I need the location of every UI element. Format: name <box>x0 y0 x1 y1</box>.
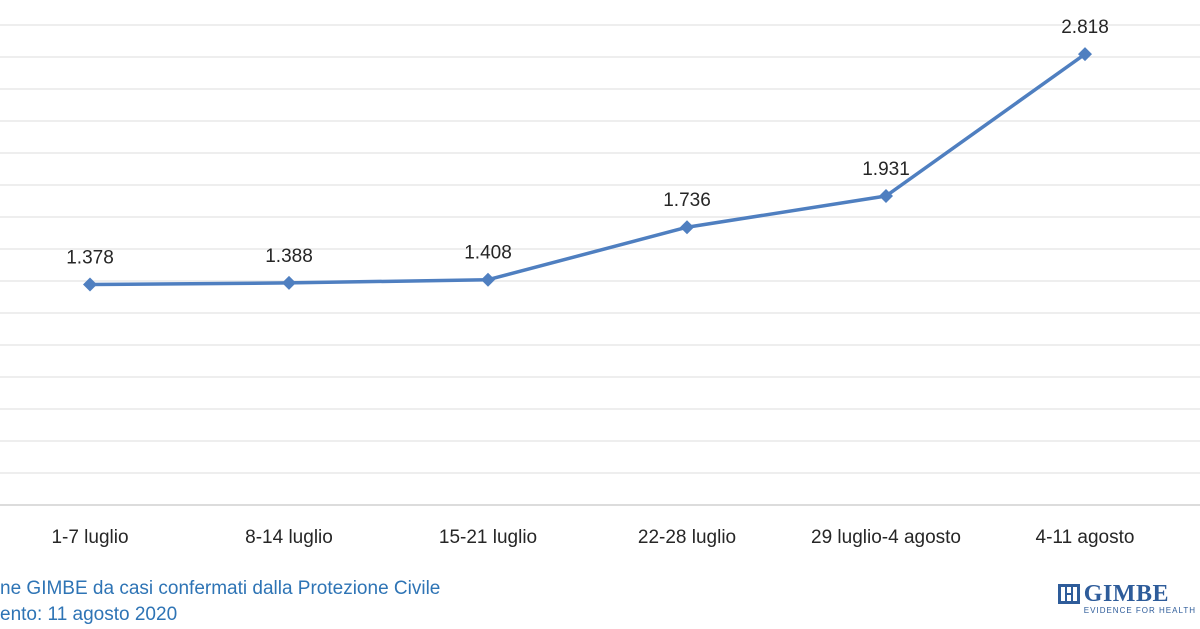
line-chart: 1-7 luglio 8-14 luglio 15-21 luglio 22-28 l… <box>0 17 1200 548</box>
x-tick-label: 4-11 agosto <box>1036 527 1135 548</box>
data-label: 2.818 <box>1061 17 1109 38</box>
series-layer <box>83 47 1092 292</box>
source-note: ne GIMBE da casi confermati dalla Protez… <box>0 578 441 599</box>
data-point <box>282 275 296 290</box>
data-point <box>481 272 495 287</box>
data-label: 1.408 <box>464 243 512 264</box>
data-point <box>83 277 97 292</box>
data-label: 1.388 <box>265 246 313 267</box>
data-label: 1.736 <box>663 190 711 211</box>
series-line <box>89 52 1087 287</box>
data-point <box>879 189 893 204</box>
x-axis: 1-7 luglio 8-14 luglio 15-21 luglio 22-28 l… <box>0 504 1200 548</box>
x-tick-label: 29 luglio-4 agosto <box>811 527 961 548</box>
data-labels: 1.378 1.388 1.408 1.736 1.931 2.818 <box>66 17 1109 268</box>
x-tick-label: 22-28 luglio <box>638 527 736 548</box>
data-point <box>1078 47 1092 62</box>
x-tick-label: 8-14 luglio <box>245 527 333 548</box>
gimbe-logo-icon <box>1057 584 1080 604</box>
gimbe-logo: GIMBE EVIDENCE FOR HEALTH <box>1057 581 1196 615</box>
update-note: ento: 11 agosto 2020 <box>0 604 178 625</box>
grid <box>0 24 1200 474</box>
x-tick-label: 15-21 luglio <box>439 527 537 548</box>
logo-tagline: EVIDENCE FOR HEALTH <box>1083 606 1196 615</box>
data-label: 1.931 <box>862 159 910 180</box>
data-label: 1.378 <box>66 248 114 269</box>
logo-text: GIMBE <box>1083 581 1169 607</box>
data-point <box>680 220 694 235</box>
x-tick-label: 1-7 luglio <box>51 527 128 548</box>
